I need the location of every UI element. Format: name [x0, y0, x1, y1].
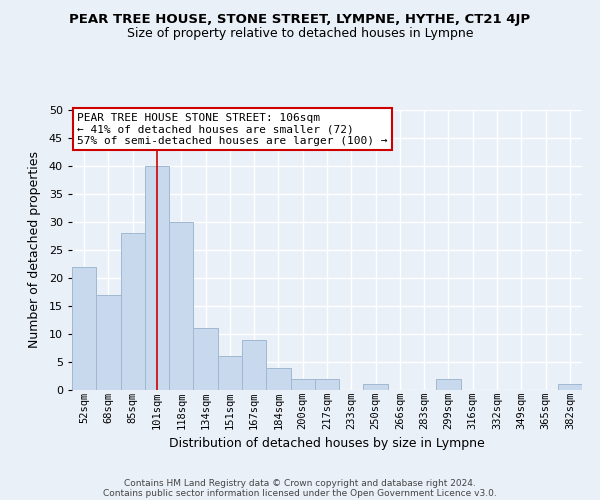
- Bar: [169, 222, 193, 390]
- X-axis label: Distribution of detached houses by size in Lympne: Distribution of detached houses by size …: [169, 437, 485, 450]
- Bar: [218, 356, 242, 390]
- Bar: [121, 233, 145, 390]
- Bar: [364, 384, 388, 390]
- Bar: [242, 340, 266, 390]
- Bar: [193, 328, 218, 390]
- Text: PEAR TREE HOUSE STONE STREET: 106sqm
← 41% of detached houses are smaller (72)
5: PEAR TREE HOUSE STONE STREET: 106sqm ← 4…: [77, 113, 388, 146]
- Bar: [72, 267, 96, 390]
- Bar: [315, 379, 339, 390]
- Bar: [96, 295, 121, 390]
- Y-axis label: Number of detached properties: Number of detached properties: [28, 152, 41, 348]
- Text: PEAR TREE HOUSE, STONE STREET, LYMPNE, HYTHE, CT21 4JP: PEAR TREE HOUSE, STONE STREET, LYMPNE, H…: [70, 12, 530, 26]
- Bar: [290, 379, 315, 390]
- Bar: [558, 384, 582, 390]
- Bar: [145, 166, 169, 390]
- Bar: [436, 379, 461, 390]
- Text: Contains public sector information licensed under the Open Government Licence v3: Contains public sector information licen…: [103, 488, 497, 498]
- Text: Contains HM Land Registry data © Crown copyright and database right 2024.: Contains HM Land Registry data © Crown c…: [124, 478, 476, 488]
- Text: Size of property relative to detached houses in Lympne: Size of property relative to detached ho…: [127, 28, 473, 40]
- Bar: [266, 368, 290, 390]
